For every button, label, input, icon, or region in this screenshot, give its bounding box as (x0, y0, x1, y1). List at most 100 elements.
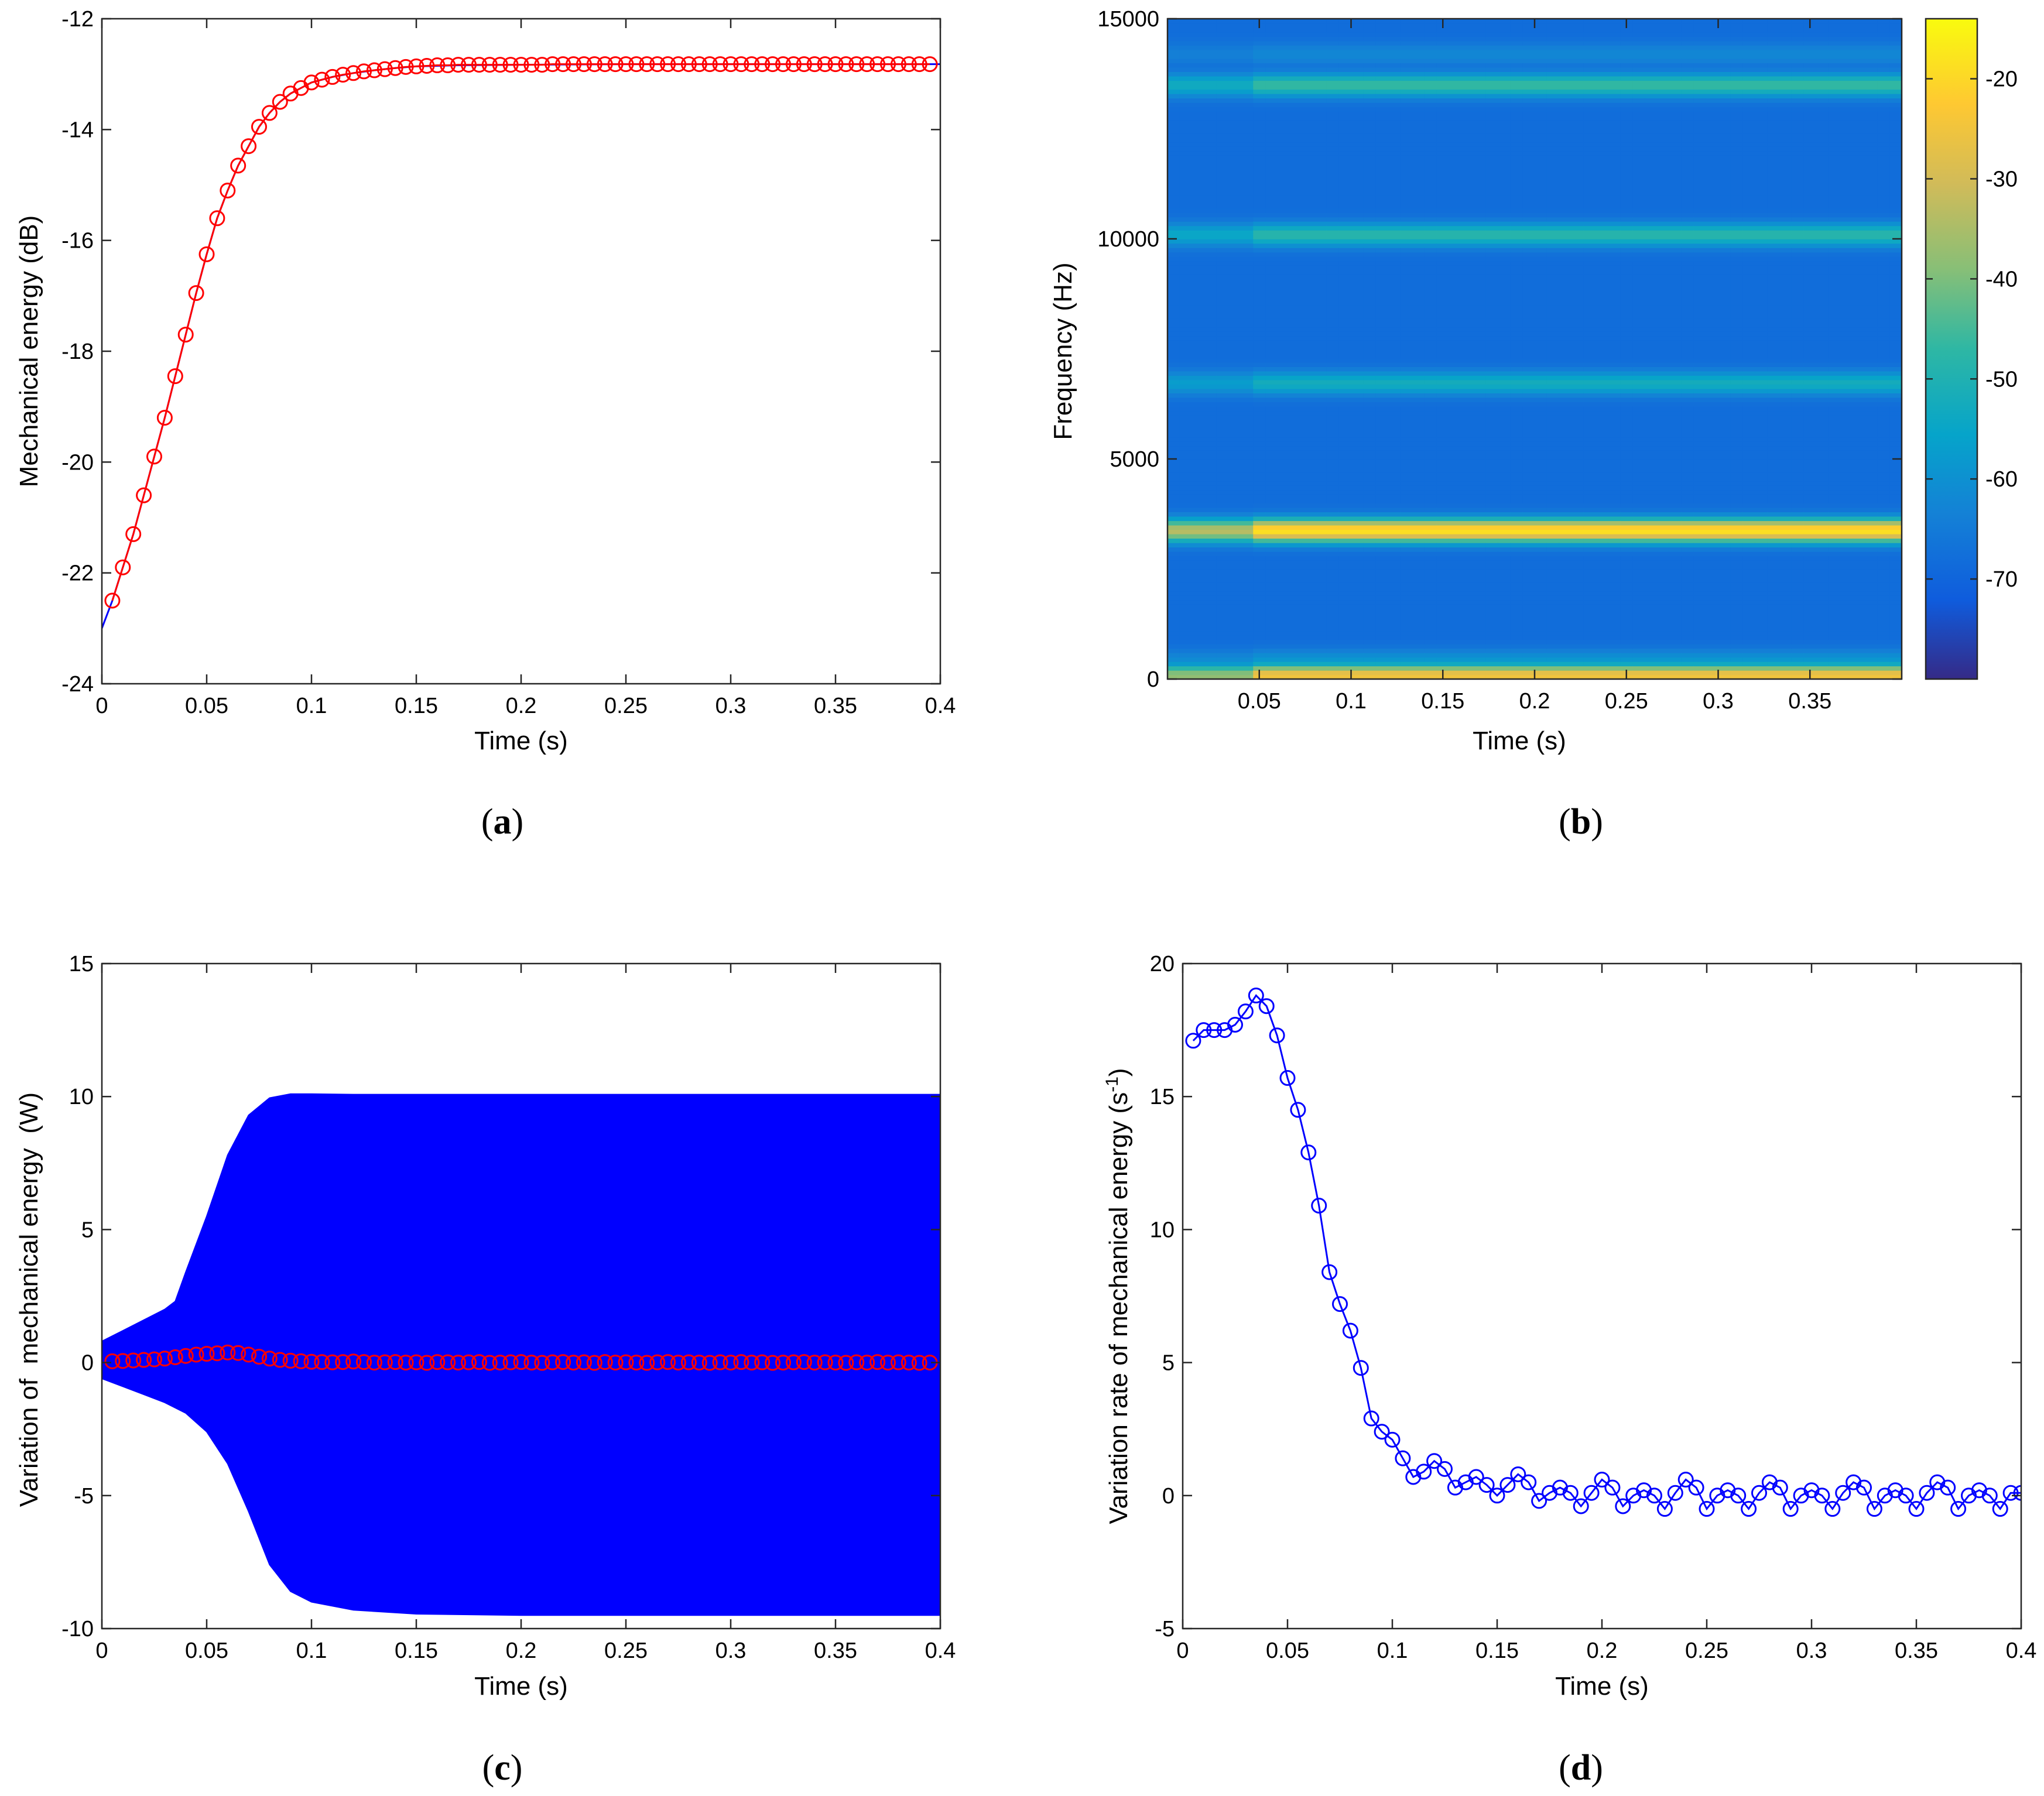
spectrogram-cell (1375, 45, 1388, 50)
spectrogram-cell (1559, 622, 1572, 627)
spectrogram-cell (1338, 542, 1352, 548)
spectrogram-cell (1449, 168, 1462, 173)
spectrogram-cell (1388, 150, 1401, 156)
spectrogram-cell (1204, 349, 1217, 354)
spectrogram-cell (1498, 551, 1511, 557)
spectrogram-cell (1241, 622, 1254, 627)
spectrogram-cell (1412, 454, 1425, 460)
spectrogram-cell (1241, 542, 1254, 548)
energy-marker (209, 210, 225, 227)
spectrogram-cell (1535, 304, 1547, 310)
spectrogram-cell (1400, 578, 1413, 583)
spectrogram-cell (1510, 617, 1523, 622)
energy-marker (523, 57, 540, 73)
spectrogram-cell (1338, 441, 1352, 447)
spectrogram-cell (1559, 643, 1572, 649)
spectrogram-cell (1314, 190, 1327, 196)
spectrogram-cell (1400, 45, 1413, 50)
spectrogram-cell (1461, 28, 1474, 33)
a-ytick-label: -14 (61, 118, 94, 142)
spectrogram-cell (1278, 652, 1290, 658)
spectrogram-cell (1412, 243, 1425, 248)
spectrogram-cell (1510, 503, 1523, 508)
spectrogram-cell (1326, 582, 1340, 587)
spectrogram-cell (1265, 516, 1278, 522)
spectrogram-cell (1314, 225, 1327, 231)
spectrogram-cell (1314, 129, 1327, 134)
spectrogram-cell (1535, 582, 1547, 587)
spectrogram-cell (1461, 569, 1474, 574)
spectrogram-cell (1449, 402, 1462, 407)
spectrogram-cell (1400, 516, 1413, 522)
spectrogram-cell (1498, 485, 1511, 491)
spectrogram-cell (1204, 217, 1217, 222)
spectrogram-cell (1302, 107, 1315, 112)
spectrogram-cell (1179, 120, 1193, 125)
spectrogram-cell (1228, 520, 1242, 526)
spectrogram-cell (1253, 199, 1266, 204)
spectrogram-cell (1473, 445, 1487, 451)
spectrogram-cell (1167, 560, 1180, 565)
spectrogram-cell (1216, 111, 1230, 116)
spectrogram-cell (1485, 578, 1499, 583)
spectrogram-cell (1351, 159, 1364, 164)
spectrogram-cell (1278, 300, 1290, 306)
spectrogram-cell (1326, 269, 1340, 275)
spectrogram-cell (1535, 98, 1547, 103)
spectrogram-cell (1522, 402, 1535, 407)
spectrogram-cell (1449, 58, 1462, 63)
spectrogram-cell (1216, 199, 1230, 204)
spectrogram-cell (1546, 414, 1560, 420)
spectrogram-cell (1265, 234, 1278, 239)
spectrogram-cell (1388, 666, 1401, 671)
energy-marker (419, 57, 435, 74)
spectrogram-cell (1546, 129, 1560, 134)
spectrogram-cell (1522, 40, 1535, 46)
spectrogram-cell (1436, 423, 1450, 429)
spectrogram-cell (1290, 292, 1303, 297)
spectrogram-cell (1400, 98, 1413, 103)
spectrogram-cell (1485, 63, 1499, 68)
spectrogram-cell (1351, 292, 1364, 297)
spectrogram-cell (1204, 463, 1217, 468)
spectrogram-cell (1535, 146, 1547, 152)
spectrogram-cell (1216, 248, 1230, 253)
spectrogram-cell (1461, 186, 1474, 191)
spectrogram-cell (1522, 177, 1535, 182)
spectrogram-cell (1449, 313, 1462, 319)
spectrogram-cell (1473, 234, 1487, 239)
spectrogram-cell (1436, 578, 1450, 583)
spectrogram-cell (1388, 591, 1401, 596)
spectrogram-cell (1179, 375, 1193, 381)
spectrogram-cell (1485, 388, 1499, 393)
spectrogram-cell (1424, 84, 1437, 90)
spectrogram-cell (1179, 503, 1193, 508)
spectrogram-cell (1424, 441, 1437, 447)
spectrogram-cell (1449, 102, 1462, 108)
spectrogram-cell (1522, 71, 1535, 77)
spectrogram-cell (1412, 98, 1425, 103)
spectrogram-cell (1265, 432, 1278, 438)
spectrogram-cell (1314, 208, 1327, 213)
spectrogram-cell (1522, 138, 1535, 143)
spectrogram-cell (1278, 525, 1290, 530)
spectrogram-cell (1338, 256, 1352, 262)
spectrogram-cell (1314, 587, 1327, 592)
spectrogram-cell (1473, 168, 1487, 173)
spectrogram-cell (1535, 292, 1547, 297)
spectrogram-cell (1473, 274, 1487, 279)
spectrogram-cell (1290, 529, 1303, 534)
spectrogram-cell (1241, 437, 1254, 442)
spectrogram-cell (1167, 252, 1180, 257)
spectrogram-cell (1473, 292, 1487, 297)
spectrogram-cell (1461, 477, 1474, 482)
spectrogram-cell (1241, 283, 1254, 288)
spectrogram-cell (1436, 608, 1450, 613)
spectrogram-cell (1436, 194, 1450, 200)
spectrogram-cell (1265, 599, 1278, 605)
spectrogram-cell (1216, 287, 1230, 292)
spectrogram-cell (1228, 287, 1242, 292)
spectrogram-cell (1510, 569, 1523, 574)
spectrogram-cell (1290, 28, 1303, 33)
spectrogram-cell (1192, 274, 1205, 279)
